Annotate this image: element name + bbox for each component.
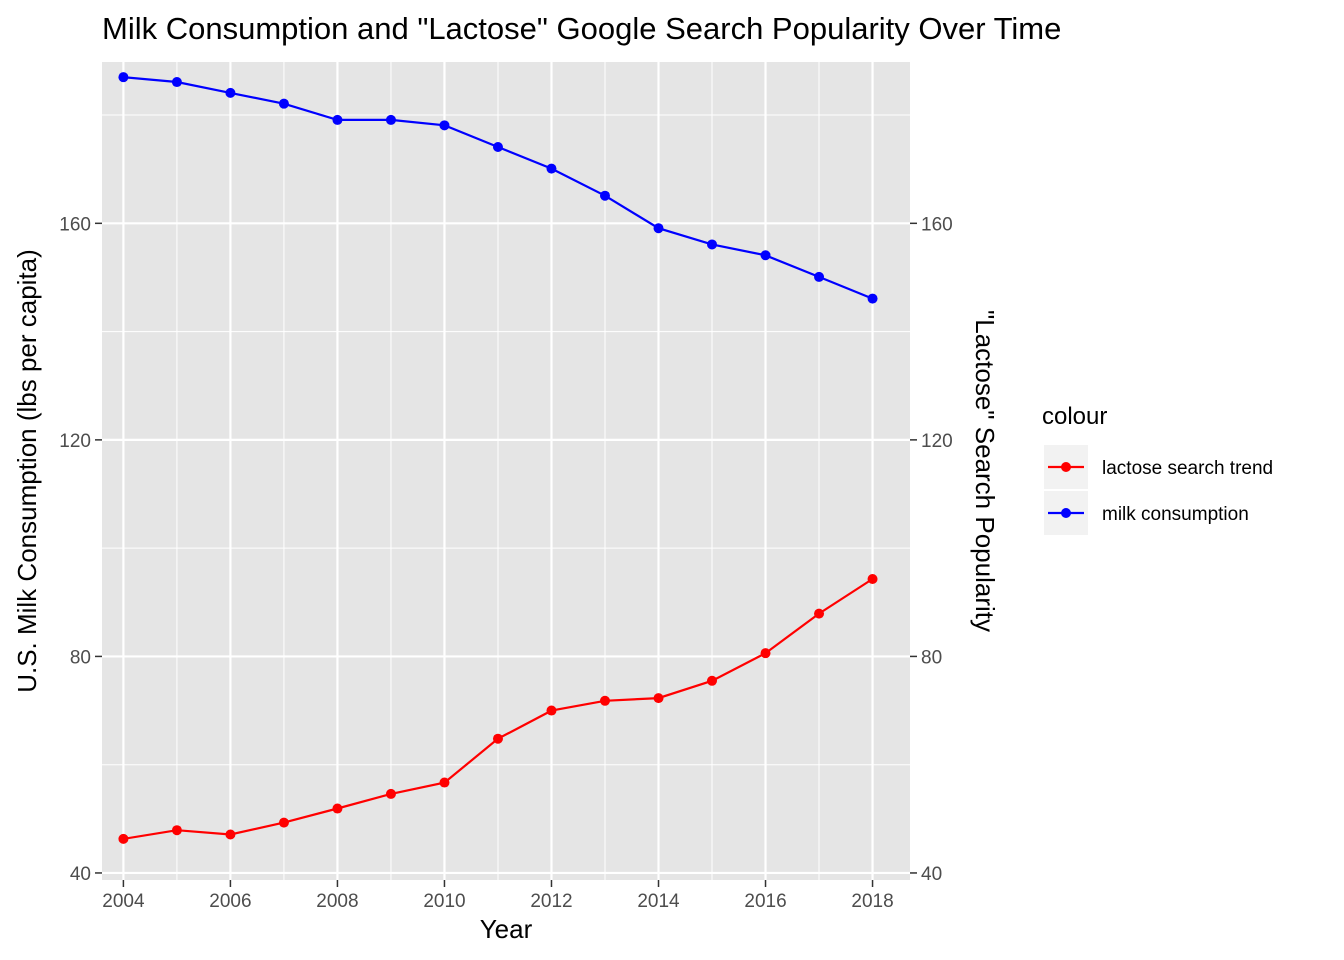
y-tick-label: 80: [70, 647, 91, 668]
x-axis-title: Year: [480, 914, 533, 944]
series-0-point: [760, 648, 771, 659]
x-tick-label: 2012: [530, 891, 572, 912]
y2-axis-title: "Lactose" Search Popularity: [970, 310, 1000, 632]
chart-title: Milk Consumption and "Lactose" Google Se…: [102, 11, 1061, 46]
x-tick-label: 2010: [423, 891, 465, 912]
y2-tick-label: 160: [921, 214, 953, 235]
x-tick-label: 2004: [102, 891, 145, 912]
series-1-point: [118, 72, 129, 83]
x-tick-label: 2008: [316, 891, 358, 912]
legend-title: colour: [1042, 403, 1107, 430]
legend: colour lactose search trend milk consumpt…: [1042, 403, 1273, 535]
legend-label: lactose search trend: [1102, 458, 1273, 479]
x-tick-label: 2018: [851, 891, 893, 912]
series-0-point: [332, 803, 343, 814]
x-tick-label: 2016: [744, 891, 786, 912]
series-0-point: [814, 608, 825, 619]
legend-key-point: [1061, 462, 1071, 472]
series-0-point: [118, 833, 129, 844]
y-axis-title: U.S. Milk Consumption (lbs per capita): [12, 249, 42, 693]
series-1-point: [546, 163, 557, 174]
series-0-point: [278, 817, 289, 828]
series-1-point: [225, 87, 236, 98]
series-1-point: [439, 120, 450, 131]
grid-lines: [102, 62, 910, 880]
legend-key-point: [1061, 508, 1071, 518]
series-1-point: [760, 250, 771, 261]
y-tick-label: 40: [70, 864, 91, 885]
series-0-point: [546, 705, 557, 716]
series-0-point: [385, 788, 396, 799]
series-1-point: [332, 114, 343, 125]
axes: 2004 2006 2008 2010 2012 2014 2016 2018 40 80 120 1…: [59, 214, 952, 912]
series-1-point: [171, 77, 182, 88]
y2-tick-label: 120: [921, 431, 953, 452]
legend-label: milk consumption: [1102, 504, 1249, 525]
y2-tick-label: 80: [921, 647, 942, 668]
series-0-point: [653, 693, 664, 704]
x-tick-label: 2014: [637, 891, 680, 912]
series-1-point: [814, 271, 825, 282]
series-0-point: [492, 733, 503, 744]
series-0-point: [225, 829, 236, 840]
series-1-point: [653, 223, 664, 234]
series-1-point: [492, 141, 503, 152]
series-0-point: [867, 574, 878, 585]
y-tick-label: 120: [59, 431, 91, 452]
series-1-point: [707, 239, 718, 250]
series-1-point: [385, 114, 396, 125]
series-1-point: [867, 293, 878, 304]
plot-panel: [102, 62, 910, 880]
y2-tick-label: 40: [921, 864, 942, 885]
x-tick-label: 2006: [209, 891, 251, 912]
series-0-point: [707, 675, 718, 686]
series-0-point: [439, 777, 450, 788]
series-1-point: [278, 98, 289, 109]
series-0-point: [599, 695, 610, 706]
series-layer: [118, 72, 878, 844]
series-1-point: [599, 190, 610, 201]
series-0-point: [171, 825, 182, 836]
y-tick-label: 160: [59, 214, 91, 235]
